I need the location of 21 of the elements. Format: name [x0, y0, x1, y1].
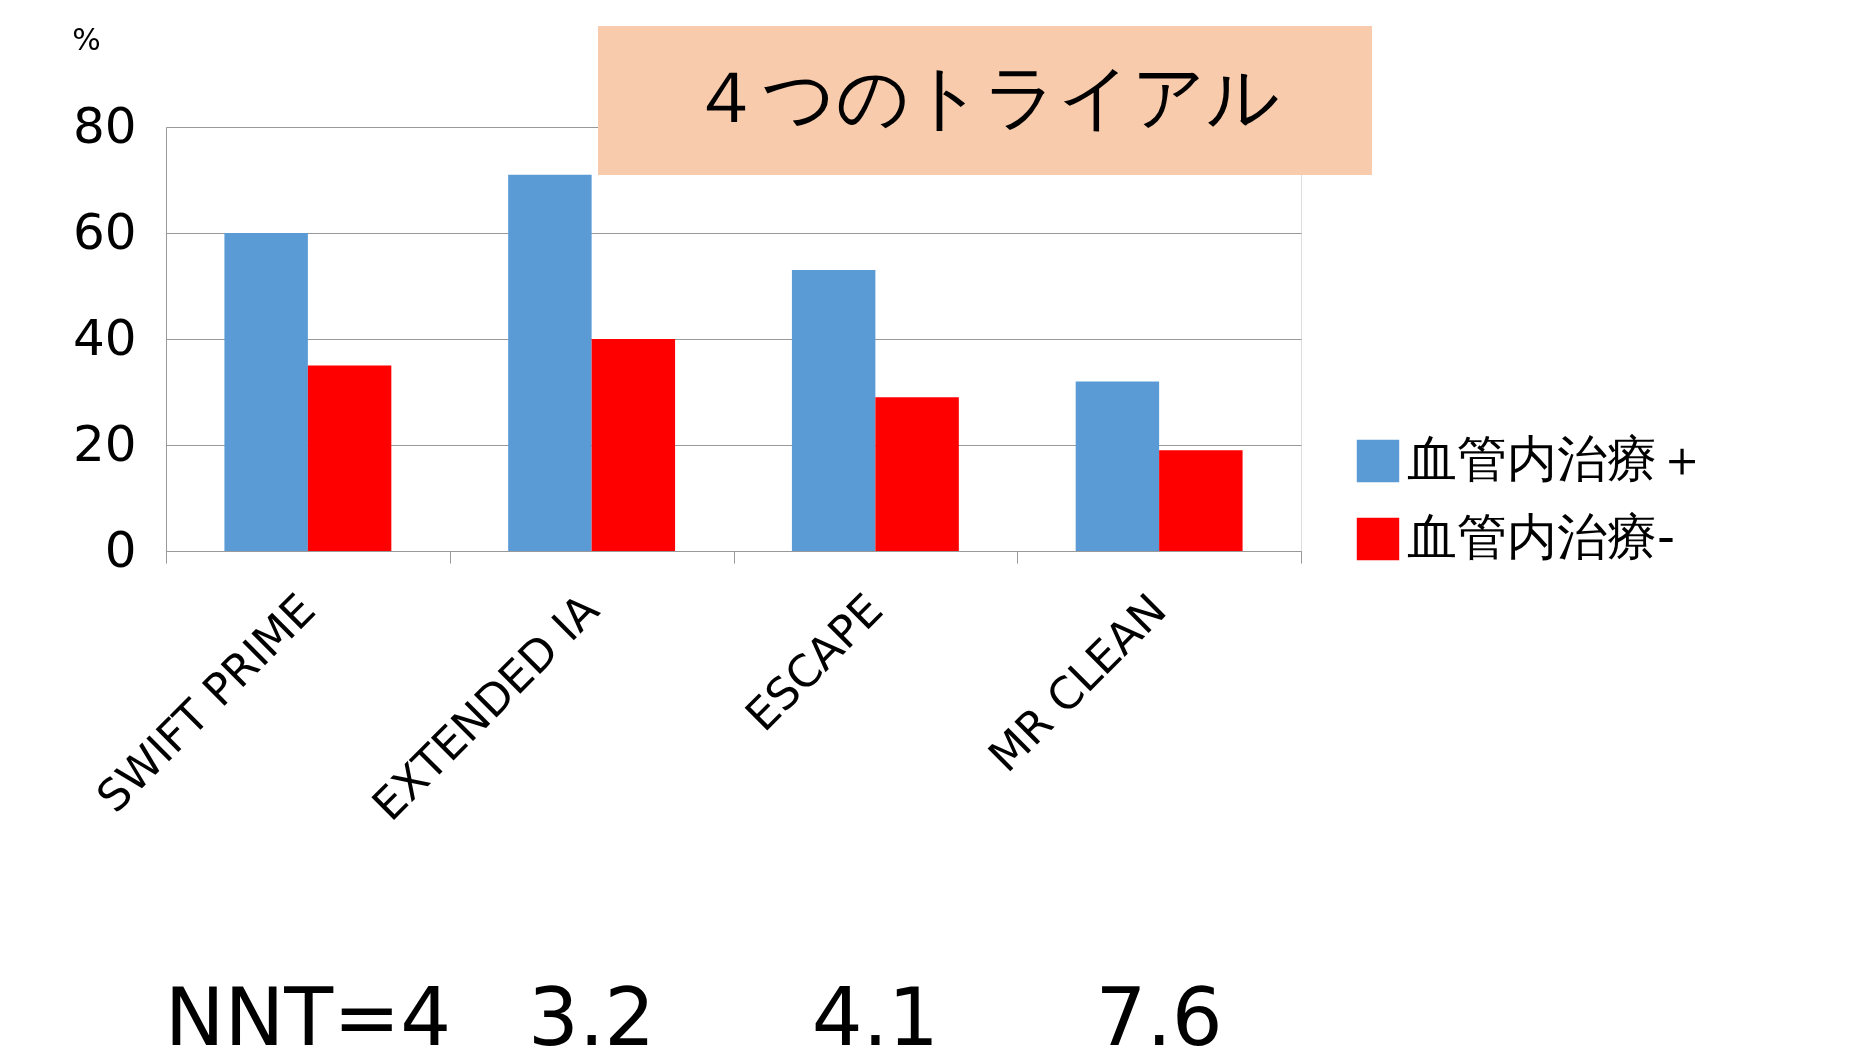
text: 4.1 [811, 971, 939, 1058]
bar [508, 174, 592, 551]
text: 7.6 [1095, 971, 1223, 1058]
legend-label: 血管内治療- [1407, 508, 1676, 566]
bar [875, 397, 959, 551]
y-axis-title: % [72, 21, 101, 57]
y-tick-label: 0 [104, 520, 137, 579]
bar [591, 339, 676, 551]
y-tick-label: 20 [72, 414, 137, 473]
text: 3.2 [528, 971, 656, 1058]
y-tick-label: 40 [72, 308, 137, 367]
bar [1159, 450, 1243, 551]
legend-label: 血管内治療＋ [1407, 430, 1707, 488]
bar [307, 365, 392, 551]
chart-title: ４つのトライアル [690, 55, 1280, 139]
bar [224, 233, 308, 551]
y-tick-label: 60 [72, 202, 137, 261]
text: NNT=4 [164, 971, 452, 1058]
bar [791, 270, 876, 551]
bar [1075, 381, 1160, 551]
y-tick-label: 80 [72, 96, 137, 155]
